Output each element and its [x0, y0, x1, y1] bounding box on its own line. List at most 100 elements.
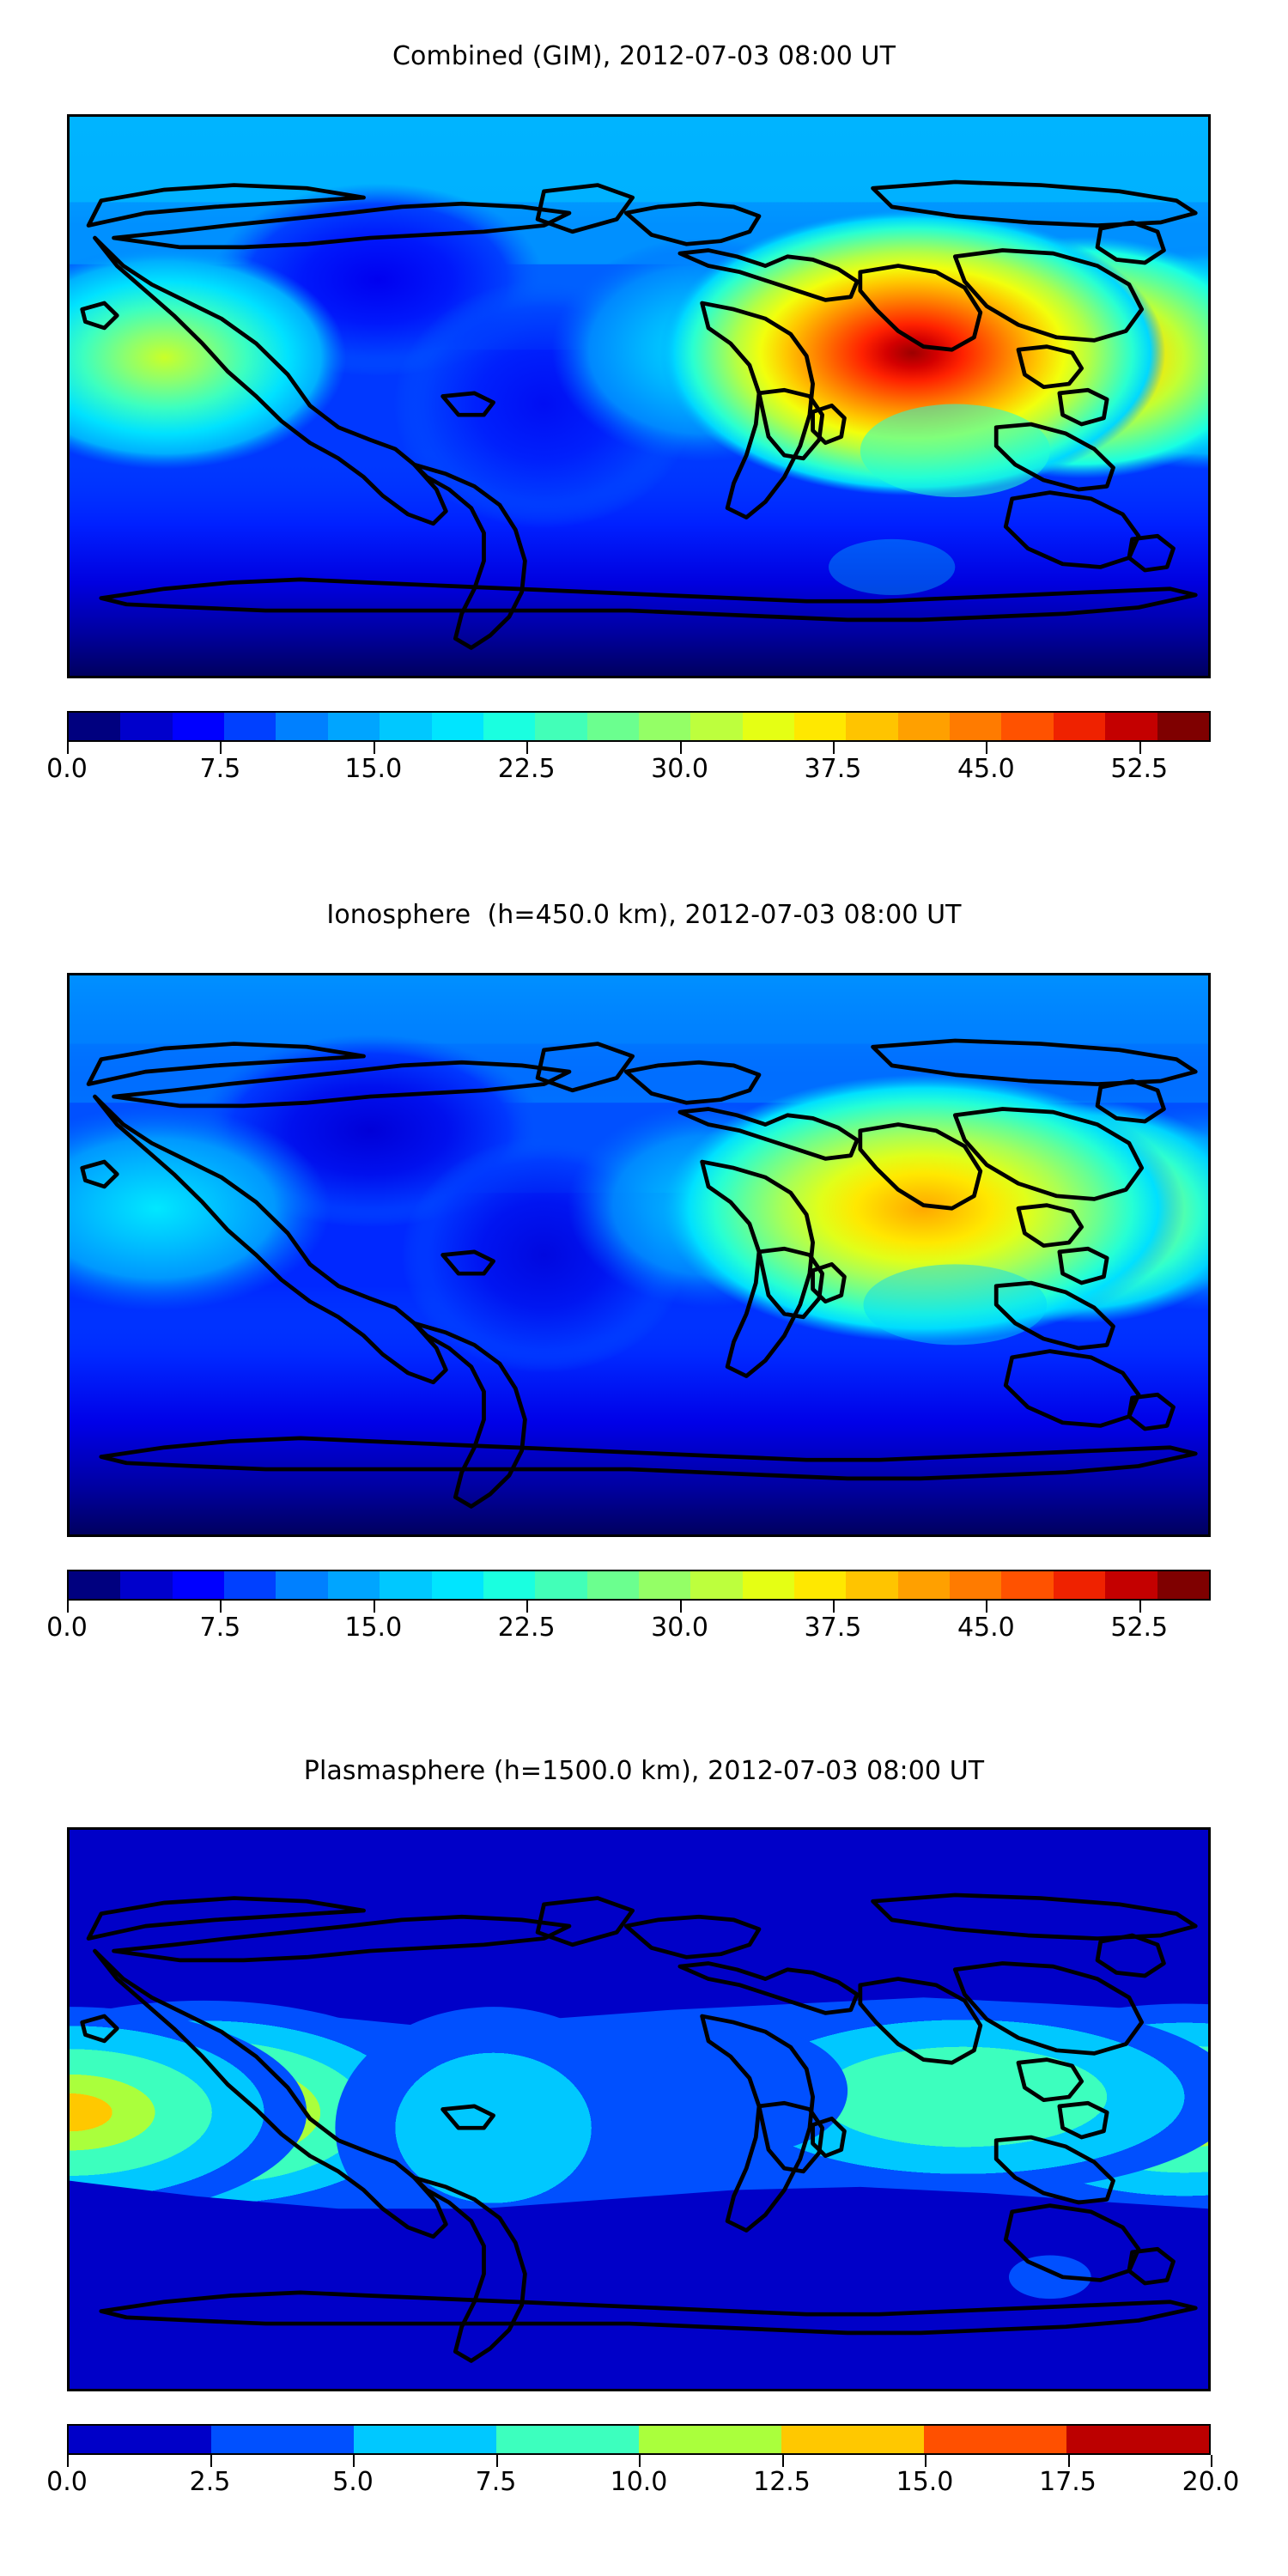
colorbar-tick [220, 742, 222, 754]
colorbar-segment [846, 713, 898, 740]
colorbar-tick [67, 742, 69, 754]
map-plasmasphere [67, 1827, 1211, 2391]
colorbar-tick [220, 1601, 222, 1613]
colorbar-tick [1211, 2455, 1212, 2467]
colorbar-segment [897, 713, 951, 740]
colorbar-segment [1105, 1571, 1157, 1599]
colorbar-segment [846, 1571, 898, 1599]
colorbar-tick [1139, 742, 1141, 754]
colorbar-segment [1105, 713, 1157, 740]
coastlines-plasmasphere [80, 1893, 1198, 2363]
colorbar-tick-label: 52.5 [1110, 1613, 1169, 1643]
colorbar-tick [526, 1601, 529, 1613]
colorbar-segment [120, 1571, 173, 1599]
colorbar-tick [986, 742, 988, 754]
colorbar-tick [1139, 1601, 1141, 1613]
colorbar-tick-label: 30.0 [651, 754, 708, 784]
panel-title-ionosphere: Ionosphere (h=450.0 km), 2012-07-03 08:0… [326, 900, 962, 930]
colorbar-segment [380, 1571, 432, 1599]
colorbar-tick-label: 20.0 [1182, 2467, 1240, 2497]
colorbar-tick-label: 30.0 [651, 1613, 708, 1643]
colorbar-tick [67, 2455, 69, 2467]
colorbar-segment [638, 1571, 691, 1599]
colorbar-segment [1066, 2426, 1209, 2453]
colorbar-tick [679, 742, 682, 754]
colorbar-tick-label: 22.5 [497, 754, 556, 784]
colorbar-tick [679, 1601, 682, 1613]
colorbar-segment [120, 713, 173, 740]
colorbar-tick-label: 45.0 [957, 754, 1015, 784]
colorbar-ionosphere: 0.0 7.5 15.0 22.5 30.0 37.5 45.0 52.5 [46, 1570, 1211, 1649]
colorbar-ticks-combined-gim [67, 742, 1211, 754]
colorbar-tick-label: 0.0 [46, 2467, 88, 2497]
colorbar-segment [638, 713, 691, 740]
colorbar-tick-label: 0.0 [46, 1613, 88, 1643]
colorbar-segment [897, 1571, 951, 1599]
colorbar-segment [1001, 1571, 1054, 1599]
colorbar-segment [69, 713, 121, 740]
colorbar-tick-label: 7.5 [199, 754, 241, 784]
colorbar-segment [431, 1571, 483, 1599]
colorbar-segment [586, 1571, 639, 1599]
colorbar-tick-label: 37.5 [804, 1613, 862, 1643]
colorbar-tick [832, 742, 835, 754]
colorbar-plasmasphere: 0.0 2.5 5.0 7.5 10.0 12.5 15.0 17.5 20.0 [46, 2424, 1239, 2503]
colorbar-segment [276, 1571, 328, 1599]
colorbar-tick-label: 52.5 [1110, 754, 1169, 784]
panel-title-plasmasphere: Plasmasphere (h=1500.0 km), 2012-07-03 0… [303, 1756, 985, 1786]
colorbar-tick [373, 1601, 375, 1613]
colorbar-segment [535, 1571, 587, 1599]
colorbar-segment [1053, 1571, 1106, 1599]
map-combined-gim [67, 114, 1211, 678]
colorbar-tick-label: 12.5 [753, 2467, 811, 2497]
colorbar-tick [986, 1601, 988, 1613]
colorbar-segment [380, 713, 432, 740]
colorbar-tick [639, 2455, 641, 2467]
colorbar-segment [354, 2426, 496, 2453]
colorbar-segment [924, 2426, 1066, 2453]
colorbar-tick-label: 2.5 [189, 2467, 231, 2497]
colorbar-segment [327, 1571, 380, 1599]
colorbar-tick-label: 22.5 [497, 1613, 556, 1643]
panel-title-combined-gim: Combined (GIM), 2012-07-03 08:00 UT [392, 41, 896, 71]
colorbar-tick-label: 0.0 [46, 754, 88, 784]
colorbar-segment [781, 2426, 924, 2453]
colorbar-segment [69, 2426, 211, 2453]
colorbar-segment [690, 1571, 743, 1599]
colorbar-segment [327, 713, 380, 740]
colorbar-tick [832, 1601, 835, 1613]
colorbar-segment [742, 713, 795, 740]
colorbar-tick [781, 2455, 784, 2467]
colorbar-segment [496, 2426, 639, 2453]
colorbar-tick-label: 45.0 [957, 1613, 1015, 1643]
panel-ionosphere: Ionosphere (h=450.0 km), 2012-07-03 08:0… [0, 859, 1288, 1726]
colorbar-segment [794, 1571, 847, 1599]
colorbar-tick-label: 7.5 [199, 1613, 241, 1643]
colorbar-segment [483, 1571, 536, 1599]
coastlines-combined-gim [80, 179, 1198, 650]
colorbar-combined-gim: 0.0 7.5 15.0 22.5 30.0 37.5 45.0 52.5 [46, 711, 1211, 790]
colorbar-labels-plasmasphere: 0.0 2.5 5.0 7.5 10.0 12.5 15.0 17.5 20.0 [46, 2467, 1239, 2503]
colorbar-strip-plasmasphere [67, 2424, 1211, 2455]
colorbar-tick-label: 10.0 [610, 2467, 668, 2497]
colorbar-tick [1067, 2455, 1070, 2467]
panel-combined-gim: Combined (GIM), 2012-07-03 08:00 UT [0, 0, 1288, 859]
colorbar-tick-label: 5.0 [332, 2467, 374, 2497]
colorbar-tick-label: 37.5 [804, 754, 862, 784]
colorbar-segment [690, 713, 743, 740]
colorbar-segment [276, 713, 328, 740]
colorbar-segment [742, 1571, 795, 1599]
colorbar-segment [1053, 713, 1106, 740]
colorbar-ticks-plasmasphere [67, 2455, 1212, 2467]
colorbar-tick [373, 742, 375, 754]
colorbar-labels-combined-gim: 0.0 7.5 15.0 22.5 30.0 37.5 45.0 52.5 [46, 754, 1211, 790]
colorbar-tick [210, 2455, 212, 2467]
colorbar-labels-ionosphere: 0.0 7.5 15.0 22.5 30.0 37.5 45.0 52.5 [46, 1613, 1211, 1649]
colorbar-segment [950, 1571, 1002, 1599]
colorbar-tick [495, 2455, 498, 2467]
colorbar-segment [794, 713, 847, 740]
colorbar-segment [639, 2426, 781, 2453]
colorbar-segment [224, 713, 276, 740]
colorbar-segment [211, 2426, 354, 2453]
